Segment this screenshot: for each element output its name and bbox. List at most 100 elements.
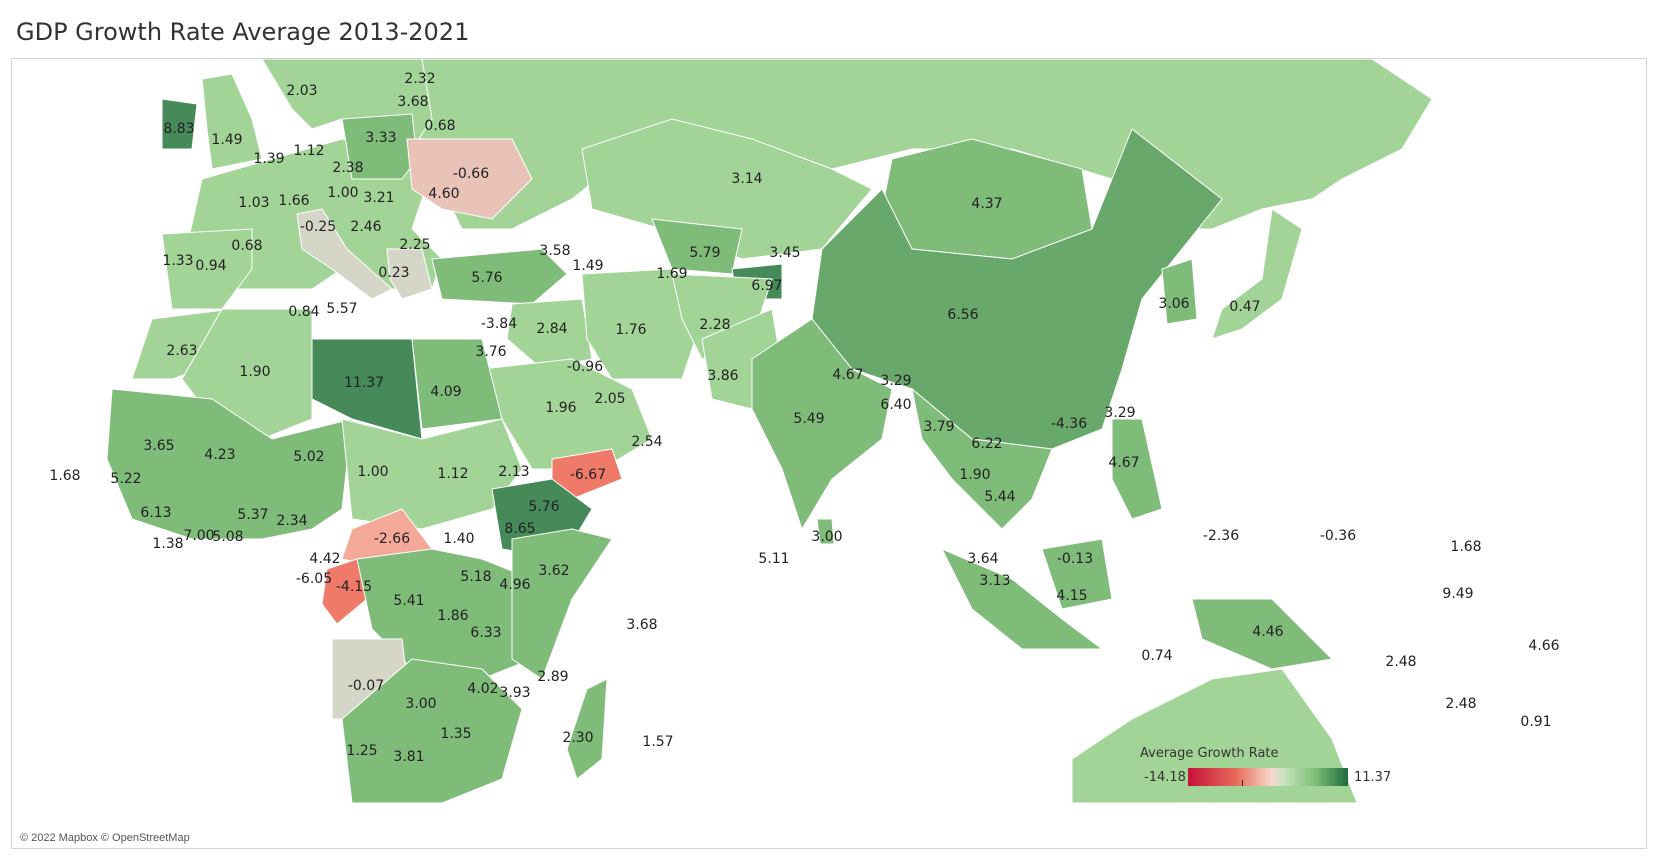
region-saudi[interactable]: [481, 358, 653, 470]
region-iran[interactable]: [581, 268, 703, 380]
label-libya: 11.37: [343, 375, 385, 391]
label-lebanon: -3.84: [480, 316, 518, 332]
label-senegal: 5.22: [110, 471, 142, 487]
label-somalia: 3.62: [538, 563, 570, 579]
region-eastafrica[interactable]: [511, 528, 613, 680]
label-taiwan: 3.29: [1104, 405, 1136, 421]
choropleth-map[interactable]: [12, 59, 1646, 848]
label-congo: -4.15: [335, 579, 373, 595]
label-chad: 1.00: [357, 464, 389, 480]
label-srilanka: 3.00: [811, 529, 843, 545]
region-korea[interactable]: [1161, 258, 1198, 325]
label-tuvalu: 4.66: [1528, 638, 1560, 654]
label-micronesia: -0.36: [1319, 528, 1357, 544]
region-indonesia[interactable]: [940, 548, 1104, 650]
label-brunei: -0.13: [1056, 551, 1094, 567]
label-sudan: 1.12: [437, 466, 469, 482]
label-angola: -0.07: [347, 678, 385, 694]
region-seasia[interactable]: [911, 387, 1053, 530]
label-eritrea: 2.13: [498, 464, 530, 480]
region-india[interactable]: [751, 318, 893, 531]
label-drc: 5.41: [393, 593, 425, 609]
region-madagascar[interactable]: [566, 678, 608, 780]
label-greece: 0.23: [378, 265, 410, 281]
label-indonesia: 4.15: [1056, 588, 1088, 604]
label-mauritius: 1.57: [642, 734, 674, 750]
label-japan: 0.47: [1229, 299, 1261, 315]
region-japan[interactable]: [1211, 208, 1303, 340]
label-mauritania: 3.65: [143, 438, 175, 454]
label-norway: 2.03: [286, 83, 318, 99]
label-denmark: 1.12: [293, 143, 325, 159]
label-malta: 5.57: [326, 301, 358, 317]
label-southsudan: 1.40: [443, 531, 475, 547]
region-westafrica[interactable]: [106, 388, 353, 540]
label-eqguinea: -6.05: [295, 571, 333, 587]
label-baltic: 3.68: [397, 94, 429, 110]
label-bhutan: 3.29: [880, 373, 912, 389]
label-nauru: 9.49: [1442, 586, 1474, 602]
region-iberia[interactable]: [161, 228, 253, 310]
label-ukraine: -0.66: [452, 166, 490, 182]
label-tajikistan: 6.97: [751, 278, 783, 294]
label-nepal: 4.67: [832, 367, 864, 383]
label-ivorycoast: 7.00: [183, 528, 215, 544]
label-botswana: 3.81: [393, 749, 425, 765]
region-turkey[interactable]: [431, 248, 568, 305]
region-china[interactable]: [811, 128, 1223, 450]
label-korea: 3.06: [1158, 296, 1190, 312]
label-slovakia: 3.21: [363, 190, 395, 206]
map-view[interactable]: 8.83 1.49 2.03 2.32 3.68 0.68 1.12 1.39 …: [11, 58, 1647, 849]
region-italy[interactable]: [296, 208, 393, 300]
label-spain: 0.94: [195, 258, 227, 274]
label-romania: 4.60: [428, 186, 460, 202]
region-srilanka[interactable]: [816, 518, 835, 545]
label-finland: 2.32: [404, 71, 436, 87]
label-nigeria: 2.34: [276, 513, 308, 529]
region-png[interactable]: [1191, 598, 1334, 670]
label-kazakhstan: 3.14: [731, 171, 763, 187]
map-attribution[interactable]: © 2022 Mapbox © OpenStreetMap: [20, 832, 190, 844]
page-title: GDP Growth Rate Average 2013-2021: [16, 18, 470, 46]
region-philippines[interactable]: [1111, 418, 1163, 520]
region-uzbekistan[interactable]: [651, 218, 743, 275]
label-kuwait: -0.96: [566, 359, 604, 375]
label-namibia: 1.25: [346, 743, 378, 759]
region-libya[interactable]: [311, 338, 423, 440]
region-southafrica[interactable]: [341, 658, 523, 804]
region-borneo[interactable]: [1041, 538, 1113, 610]
label-sierraleone: 1.38: [152, 536, 184, 552]
label-comoros: 2.89: [537, 669, 569, 685]
label-djibouti: 5.76: [528, 499, 560, 515]
label-france: 1.03: [238, 195, 270, 211]
label-germany: 2.38: [332, 160, 364, 176]
region-uk[interactable]: [201, 73, 263, 170]
label-kyrgyzstan: 3.45: [769, 245, 801, 261]
label-cambodia: 5.44: [984, 489, 1016, 505]
region-congo[interactable]: [321, 558, 368, 625]
label-georgia: 3.58: [539, 243, 571, 259]
label-uganda: 5.18: [460, 569, 492, 585]
label-armenia: 1.49: [572, 258, 604, 274]
legend-title: Average Growth Rate: [1140, 746, 1279, 761]
label-zambia: 3.00: [405, 696, 437, 712]
label-oman: 2.54: [631, 434, 663, 450]
legend-zero-tick: [1242, 780, 1243, 786]
label-algeria: 1.90: [239, 364, 271, 380]
color-legend: Average Growth Rate -14.18 11.37: [1140, 746, 1400, 796]
label-guinea: 6.13: [140, 505, 172, 521]
label-rwanda: 1.86: [437, 608, 469, 624]
label-niger: 5.02: [293, 449, 325, 465]
label-marshall: 1.68: [1450, 539, 1482, 555]
label-singapore: 3.13: [979, 573, 1011, 589]
label-saudi: 1.96: [545, 400, 577, 416]
region-ukraine[interactable]: [406, 138, 533, 220]
region-greece[interactable]: [386, 248, 433, 300]
label-capeverde: 1.68: [49, 468, 81, 484]
label-solomon: 2.48: [1385, 654, 1417, 670]
label-poland: 3.33: [365, 130, 397, 146]
label-portugal: 1.33: [162, 253, 194, 269]
label-mozambique-north: 3.93: [499, 685, 531, 701]
region-ireland[interactable]: [161, 98, 198, 150]
label-kenya: 4.96: [499, 577, 531, 593]
